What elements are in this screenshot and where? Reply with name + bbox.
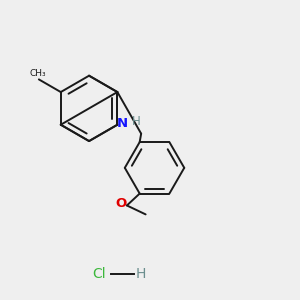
Text: O: O bbox=[115, 197, 127, 211]
Text: H: H bbox=[132, 115, 141, 128]
Text: H: H bbox=[136, 267, 146, 281]
Text: N: N bbox=[116, 117, 128, 130]
Text: CH₃: CH₃ bbox=[29, 69, 46, 78]
Text: Cl: Cl bbox=[93, 267, 106, 281]
